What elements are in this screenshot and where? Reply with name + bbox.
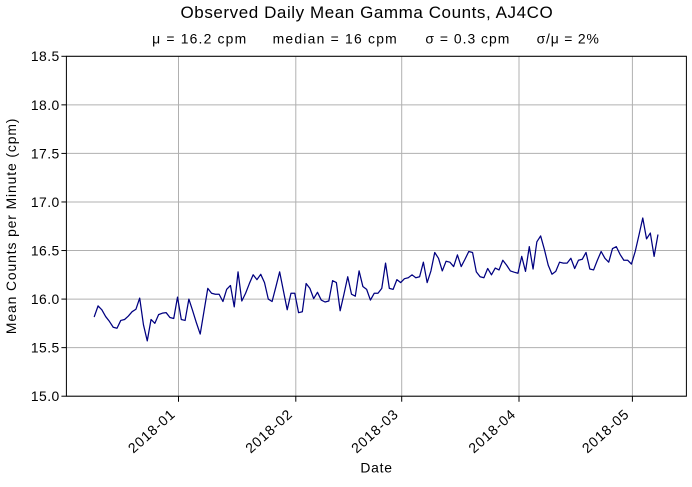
svg-text:σ = 0.3 cpm: σ = 0.3 cpm — [425, 31, 510, 47]
svg-text:15.0: 15.0 — [31, 388, 60, 404]
svg-text:16.0: 16.0 — [31, 291, 60, 307]
svg-text:15.5: 15.5 — [31, 340, 60, 356]
svg-text:median = 16 cpm: median = 16 cpm — [273, 31, 398, 47]
svg-text:17.5: 17.5 — [31, 145, 60, 161]
svg-text:18.5: 18.5 — [31, 48, 60, 64]
svg-text:Observed Daily Mean Gamma Coun: Observed Daily Mean Gamma Counts, AJ4CO — [181, 3, 554, 22]
svg-text:σ/μ = 2%: σ/μ = 2% — [537, 31, 600, 47]
svg-text:Date: Date — [360, 459, 392, 475]
svg-text:17.0: 17.0 — [31, 194, 60, 210]
svg-text:Mean Counts per Minute (cpm): Mean Counts per Minute (cpm) — [3, 118, 19, 334]
svg-text:μ = 16.2 cpm: μ = 16.2 cpm — [152, 31, 247, 47]
svg-text:18.0: 18.0 — [31, 97, 60, 113]
svg-text:16.5: 16.5 — [31, 242, 60, 258]
